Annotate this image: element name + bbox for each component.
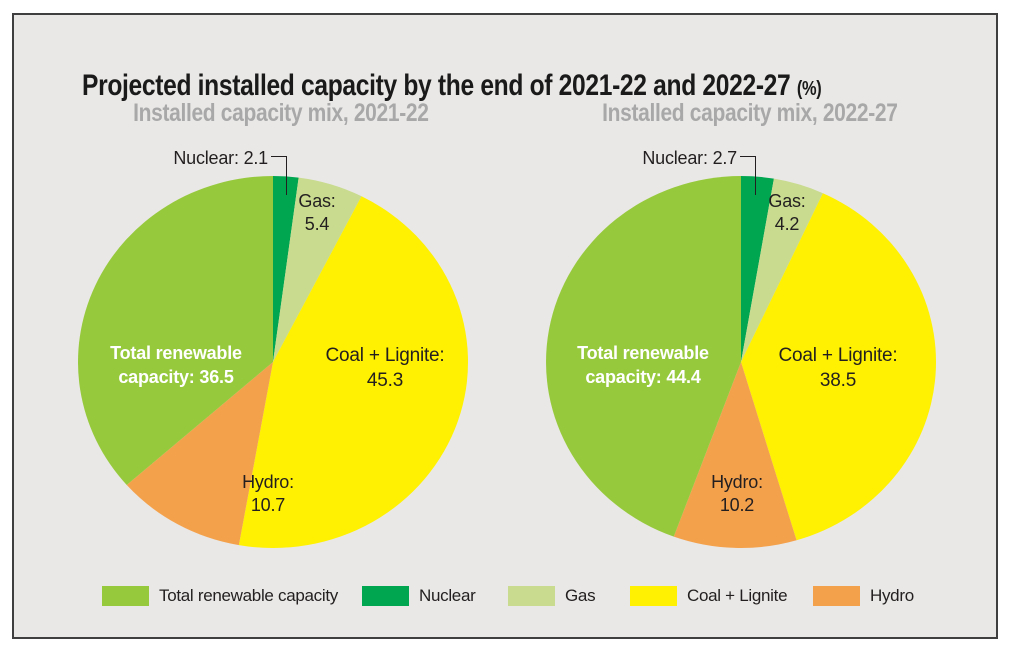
pie-slice-nuclear xyxy=(741,176,774,362)
pie-slice-hydro xyxy=(126,362,273,546)
pie-chart-2021-22 xyxy=(78,176,469,549)
pie-slice-gas xyxy=(273,177,362,362)
legend-label: Hydro xyxy=(870,586,914,605)
legend-label: Total renewable capacity xyxy=(159,586,338,605)
callout-total-renewable: Total renewable capacity: 44.4 xyxy=(577,343,709,387)
pie-slice-coal xyxy=(238,196,469,549)
pie-slice-renewable xyxy=(78,176,274,485)
pie-slice-gas xyxy=(741,178,823,362)
page-title-text: Projected installed capacity by the end … xyxy=(82,69,791,103)
legend-item-gas: Gas xyxy=(508,584,596,608)
legend-item-hydro: Hydro xyxy=(813,584,914,608)
callout-hydro: Hydro: 10.2 xyxy=(711,472,763,515)
legend-item-nuclear: Nuclear xyxy=(362,584,476,608)
pie-slice-coal xyxy=(741,193,937,541)
legend-item-coal-lignite: Coal + Lignite xyxy=(630,584,788,608)
callout-total-renewable: Total renewable capacity: 36.5 xyxy=(110,343,242,387)
legend-label: Nuclear xyxy=(419,586,476,605)
callout-gas: Gas: 5.4 xyxy=(298,191,336,234)
legend-item-total-renewable: Total renewable capacity xyxy=(102,584,338,608)
pie-chart-2022-27 xyxy=(546,176,937,549)
chart-subtitle-2021-22: Installed capacity mix, 2021-22 xyxy=(133,99,429,127)
page-title-unit: (%) xyxy=(796,78,822,101)
legend-label: Gas xyxy=(565,586,596,605)
callout-nuclear: Nuclear: 2.7 xyxy=(642,148,737,168)
legend-swatch-nuclear xyxy=(362,586,409,606)
callout-nuclear: Nuclear: 2.1 xyxy=(173,148,268,168)
callout-coal-lignite: Coal + Lignite: 38.5 xyxy=(778,345,898,391)
page-title: Projected installed capacity by the end … xyxy=(82,69,869,103)
callout-hydro: Hydro: 10.7 xyxy=(242,472,294,515)
legend-swatch-renewable xyxy=(102,586,149,606)
legend-swatch-hydro xyxy=(813,586,860,606)
legend-label: Coal + Lignite xyxy=(687,586,788,605)
pie-slice-hydro xyxy=(673,362,797,549)
leader-line xyxy=(740,156,756,157)
legend-swatch-coal xyxy=(630,586,677,606)
legend-swatch-gas xyxy=(508,586,555,606)
leader-line xyxy=(755,156,756,195)
pie-slice-nuclear xyxy=(273,176,299,362)
leader-line xyxy=(271,156,287,157)
leader-line xyxy=(286,156,287,195)
callout-coal-lignite: Coal + Lignite: 45.3 xyxy=(325,345,445,391)
chart-subtitle-2022-27: Installed capacity mix, 2022-27 xyxy=(602,99,898,127)
callout-gas: Gas: 4.2 xyxy=(768,191,806,234)
pie-slice-renewable xyxy=(546,176,741,537)
